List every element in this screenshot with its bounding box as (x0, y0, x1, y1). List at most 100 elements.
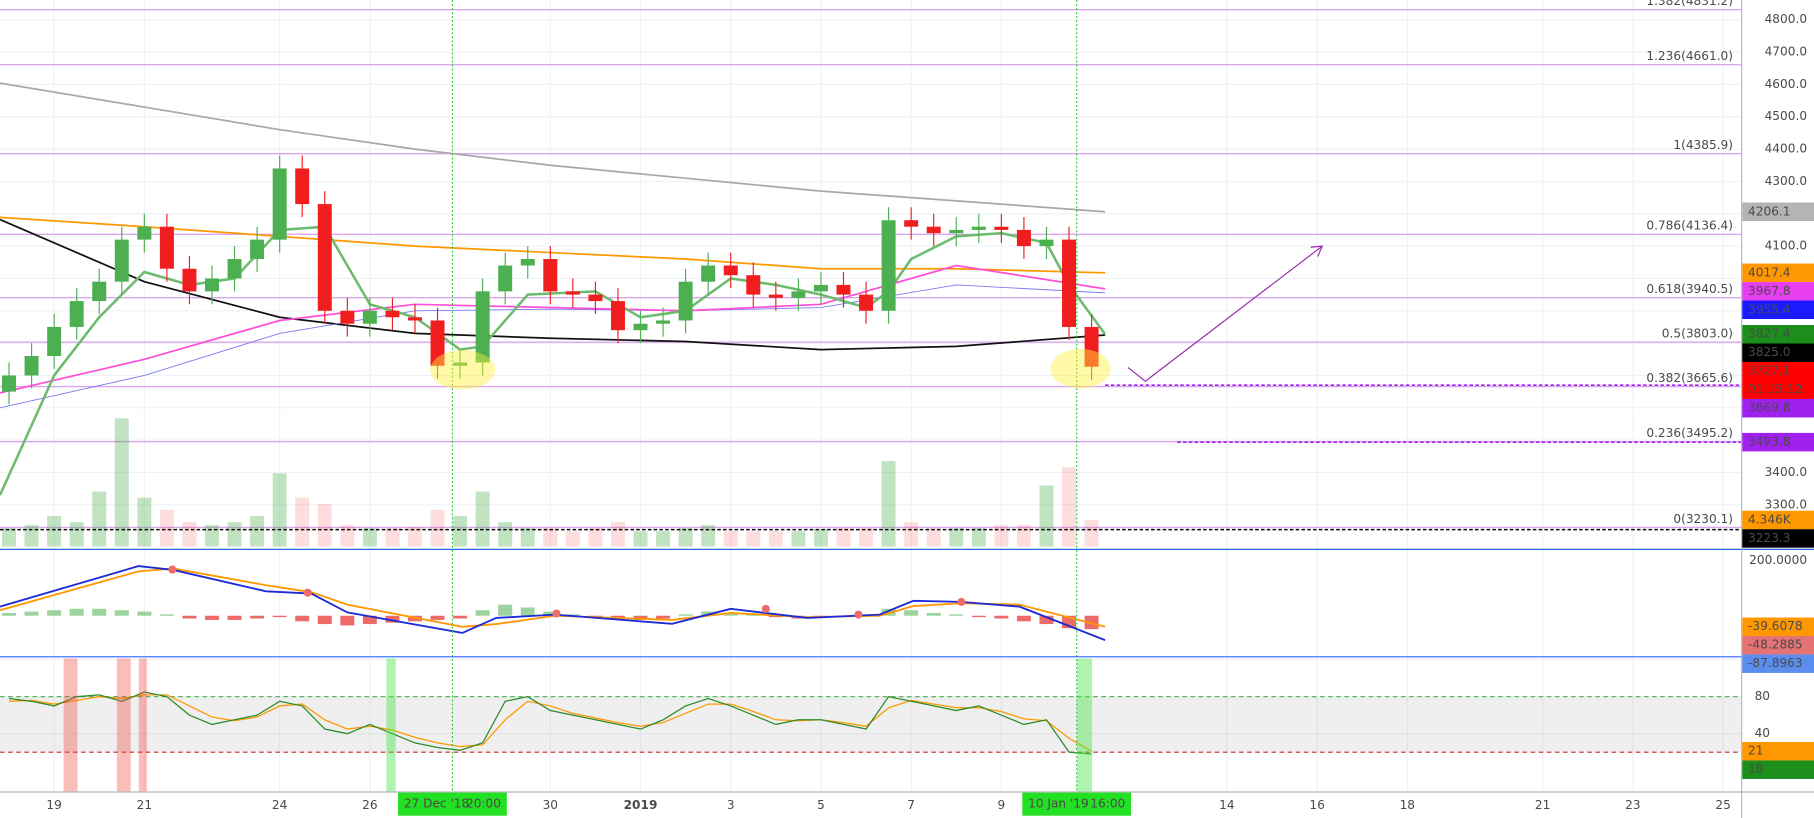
volume-bar (498, 522, 513, 547)
y-tick-label: 4500.0 (1765, 109, 1807, 123)
volume-bar (1016, 525, 1031, 547)
volume-bar (407, 526, 422, 547)
candle-body (47, 326, 62, 357)
axis-value-box (1742, 635, 1814, 655)
candle-body (656, 320, 671, 324)
volume-bar (543, 528, 558, 547)
candle-body (430, 320, 445, 366)
volume-bar (994, 525, 1009, 547)
macd-histogram (340, 615, 355, 626)
marker-time: 20:00 (466, 797, 501, 811)
volume-bar (610, 522, 625, 547)
axis-value-box (1742, 300, 1814, 320)
x-tick-label: 24 (272, 798, 288, 812)
x-tick-label: 16 (1309, 798, 1324, 812)
fib-label: 1.382(4831.2) (1646, 0, 1733, 8)
fib-label: 1(4385.9) (1673, 138, 1733, 152)
axis-value-box (1742, 529, 1814, 548)
candle-body (520, 259, 535, 266)
moving-average (0, 284, 1106, 409)
macd-histogram (904, 610, 919, 616)
moving-average (0, 82, 1106, 213)
macd-histogram (385, 615, 400, 623)
macd-histogram (227, 615, 242, 620)
x-tick-label: 21 (1535, 798, 1550, 812)
axis-value-label: -87.8963 (1748, 656, 1803, 670)
candle-body (475, 291, 490, 363)
candle-body (836, 284, 851, 295)
axis-value-label: 4017.4 (1748, 265, 1791, 279)
marker-date: 10 Jan '19 (1028, 797, 1089, 811)
axis-value-box (1742, 202, 1814, 222)
stoch-tick-label: 40 (1755, 726, 1770, 740)
x-tick-label: 18 (1400, 798, 1415, 812)
candle-body (633, 323, 648, 331)
volume-bar (949, 528, 964, 547)
candle-body (340, 310, 355, 324)
macd-histogram (362, 615, 377, 625)
axis-value-label: 3827.4 (1748, 327, 1791, 341)
macd-histogram (723, 612, 738, 616)
fib-label: 0.5(3803.0) (1662, 327, 1733, 341)
axis-value-label: 3223.3 (1748, 531, 1790, 545)
volume-bar (317, 503, 332, 547)
volume-bar (746, 531, 761, 547)
volume-bar (340, 525, 355, 547)
marker-box (398, 792, 507, 816)
axis-value-box (1742, 282, 1814, 301)
highlight (1050, 348, 1111, 389)
macd-histogram (656, 615, 671, 619)
candle-body (272, 168, 287, 240)
candle-body (114, 239, 129, 282)
macd-histogram (317, 615, 332, 625)
plot: 1.382(4831.2) 1.236(4661.0) 1(4385.9) 0.786… (0, 0, 1742, 792)
candle-body (24, 356, 39, 376)
macd-histogram (498, 604, 513, 616)
candle-body (723, 265, 738, 276)
volume-bar (971, 528, 986, 547)
candle-body (1039, 239, 1054, 247)
marker-time: 16:00 (1090, 797, 1125, 811)
signal-band (1077, 658, 1093, 792)
axis-value-box (1742, 343, 1814, 362)
macd-histogram (2, 612, 17, 616)
macd-histogram (47, 610, 62, 616)
volume-bar (723, 531, 738, 547)
volume-bar (227, 522, 242, 547)
x-tick-label: 7 (907, 798, 915, 812)
y-tick-label: 4800.0 (1765, 12, 1807, 26)
macd-histogram (159, 614, 174, 616)
volume-bar (114, 418, 129, 547)
macd-histogram (949, 614, 964, 616)
volume-bar (565, 531, 580, 547)
candle-body (610, 301, 625, 331)
y-tick-label: 3300.0 (1765, 497, 1807, 511)
grid (0, 0, 1742, 792)
axis-value-box (1742, 380, 1814, 399)
volume-bar (813, 529, 828, 547)
axis-value-label: 3493.8 (1748, 435, 1790, 449)
axis-value-label: 4206.1 (1748, 204, 1790, 218)
candle-body (1062, 239, 1077, 327)
candle-body (859, 294, 874, 311)
volume-bar (633, 531, 648, 547)
axis-value-box (1742, 760, 1814, 779)
candle-body (362, 310, 377, 324)
volume-bar (159, 509, 174, 547)
cross-dot (957, 597, 966, 606)
volume-bar (1062, 467, 1077, 547)
axis-value-box (1742, 325, 1814, 344)
fib-label: 0.786(4136.4) (1646, 219, 1733, 233)
volume-bar (588, 528, 603, 547)
macd-histogram (250, 615, 265, 619)
volume-bar (768, 531, 783, 547)
volume-bar (430, 509, 445, 547)
candle-body (69, 301, 84, 327)
candle-body (746, 275, 761, 295)
axis-value-label: -48.2885 (1748, 638, 1803, 652)
cross-dot (552, 609, 561, 618)
macd-histogram (137, 611, 152, 616)
volume-bar (904, 522, 919, 547)
candle-body (205, 278, 219, 292)
